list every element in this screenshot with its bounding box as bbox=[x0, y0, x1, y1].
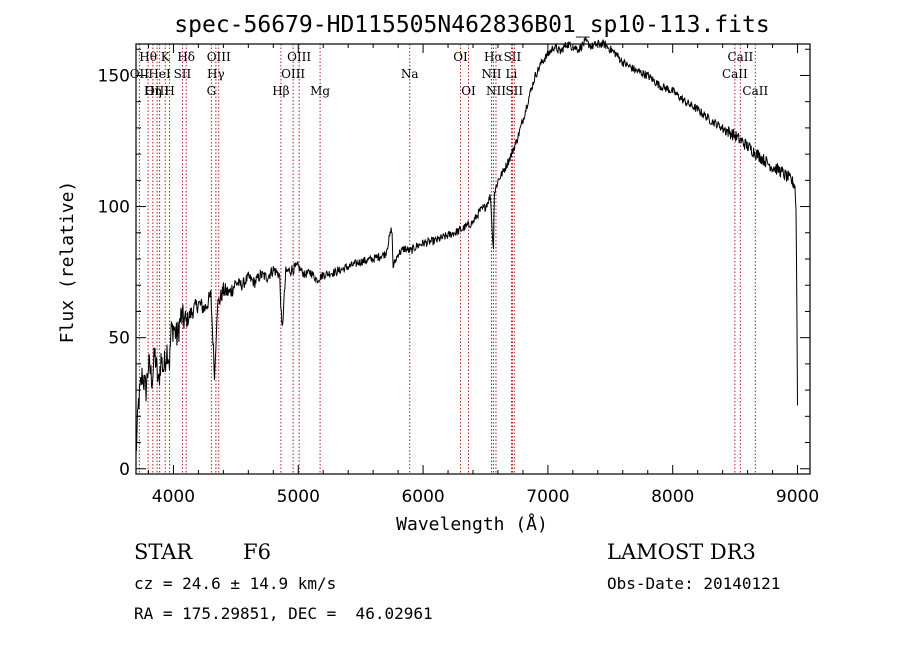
marker-label-1: OII bbox=[130, 67, 150, 81]
x-tick-label-5: 9000 bbox=[776, 487, 819, 507]
y-tick-label-2: 100 bbox=[98, 198, 130, 218]
marker-label-8: Hδ bbox=[177, 50, 195, 64]
marker-label-18: OI bbox=[461, 84, 476, 98]
marker-label-13: OIII bbox=[287, 50, 311, 64]
marker-label-14: OIII bbox=[281, 67, 305, 81]
y-axis-label: Flux (relative) bbox=[57, 181, 78, 344]
flux-series-line bbox=[135, 36, 798, 452]
x-tick-label-1: 5000 bbox=[277, 487, 320, 507]
marker-label-21: NII bbox=[481, 67, 501, 81]
marker-label-26: CaII bbox=[722, 67, 748, 81]
x-tick-label-4: 8000 bbox=[651, 487, 694, 507]
marker-label-25: CaII bbox=[727, 50, 753, 64]
marker-label-0: Hθ bbox=[139, 50, 157, 64]
x-tick-label-3: 7000 bbox=[526, 487, 569, 507]
x-tick-label-0: 4000 bbox=[152, 487, 195, 507]
marker-label-6: SII bbox=[174, 67, 192, 81]
marker-label-10: Hγ bbox=[207, 67, 225, 81]
marker-label-7: H bbox=[164, 84, 174, 98]
y-tick-label-3: 150 bbox=[98, 66, 130, 86]
marker-label-12: Hβ bbox=[272, 84, 289, 98]
chart-title: spec-56679-HD115505N462836B01_sp10-113.f… bbox=[174, 12, 769, 38]
marker-label-9: OIII bbox=[207, 50, 231, 64]
marker-label-24: SII bbox=[505, 84, 523, 98]
coordinates-text: RA = 175.29851, DEC = 46.02961 bbox=[134, 604, 433, 623]
obs-date-text: Obs-Date: 20140121 bbox=[607, 574, 780, 593]
survey-name: LAMOST DR3 bbox=[607, 540, 756, 564]
marker-label-4: HeI bbox=[148, 67, 171, 81]
y-tick-label-0: 0 bbox=[119, 460, 130, 480]
x-axis-label: Wavelength (Å) bbox=[396, 513, 548, 535]
marker-label-16: Na bbox=[401, 67, 419, 81]
marker-label-5: Hη bbox=[144, 84, 162, 98]
x-tick-label-2: 6000 bbox=[401, 487, 444, 507]
marker-label-23: NII bbox=[486, 84, 506, 98]
marker-label-20: SII bbox=[504, 50, 522, 64]
plot-frame bbox=[135, 43, 811, 475]
object-type: STAR bbox=[134, 540, 193, 564]
marker-label-19: Hα bbox=[484, 50, 503, 64]
marker-label-11: G bbox=[207, 84, 217, 98]
marker-label-3: K bbox=[161, 50, 171, 64]
marker-label-15: Mg bbox=[310, 84, 330, 98]
y-tick-label-1: 50 bbox=[108, 329, 130, 349]
marker-label-27: CaII bbox=[742, 84, 768, 98]
marker-label-2: OIII bbox=[145, 84, 169, 98]
marker-label-22: Li bbox=[506, 67, 518, 81]
axis-ticks: 4000 5000 6000 7000 8000 9000 0 50 100 150 bbox=[98, 44, 819, 507]
redshift-text: cz = 24.6 ± 14.9 km/s bbox=[134, 574, 336, 593]
marker-label-17: OI bbox=[453, 50, 468, 64]
object-subclass: F6 bbox=[243, 540, 271, 564]
